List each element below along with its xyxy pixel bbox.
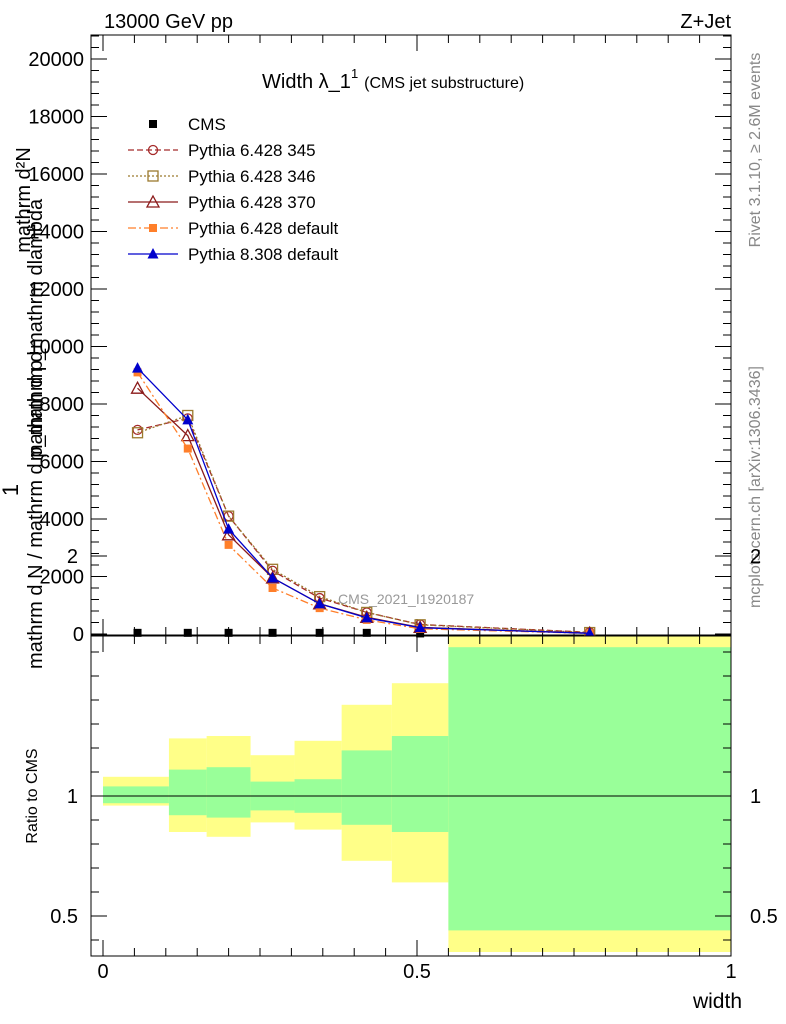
xtick-label: 1 xyxy=(725,961,736,983)
plot-title: Width λ_11 (CMS jet substructure) xyxy=(262,66,524,93)
main-ylabel: mathrm d²N mathrm d p_mathrm dlambda 1 m… xyxy=(0,147,47,669)
ratio-y-axis: 0.5 0.5 1 1 2 2 xyxy=(50,546,778,941)
main-series-group xyxy=(130,362,597,639)
legend-entry-label: Pythia 8.308 default xyxy=(188,245,339,264)
main-ytick-label: 10000 xyxy=(28,337,84,359)
header-process: Z+Jet xyxy=(680,11,731,33)
ratio-x-axis: 0 0.5 1 xyxy=(97,636,737,983)
main-ytick-label: 0 xyxy=(73,624,84,646)
data-point-pythia-8-308-default xyxy=(132,362,144,373)
ratio-bands xyxy=(103,636,731,952)
ratio-band-inner xyxy=(206,767,251,818)
data-point-pythia-6-428-370 xyxy=(221,527,236,541)
main-ytick-label: 6000 xyxy=(40,452,85,474)
data-point-pythia-8-308-default xyxy=(314,597,326,609)
title-superscript: 1 xyxy=(351,66,358,81)
main-ytick-label: 14000 xyxy=(28,222,84,244)
main-ytick-label: 18000 xyxy=(28,107,84,129)
ratio-ytick-label: 1 xyxy=(67,786,78,808)
legend-marker xyxy=(145,194,161,208)
ratio-band-inner xyxy=(391,736,449,832)
data-point-pythia-8-308-default xyxy=(182,413,194,425)
data-point-pythia-8-308-default xyxy=(584,627,596,638)
data-point-pythia-6-428-default xyxy=(183,444,192,453)
title-main: Width λ_1 xyxy=(262,71,351,93)
data-point-pythia-8-308-default xyxy=(223,523,235,534)
data-point-pythia-6-428-346 xyxy=(131,427,144,439)
ratio-ytick-label-right: 1 xyxy=(750,786,761,808)
ratio-band-inner xyxy=(168,769,207,816)
legend-marker xyxy=(147,170,159,182)
main-ytick-label: 2000 xyxy=(40,567,85,589)
x-axis-label: width xyxy=(692,990,742,1013)
ratio-ytick-label-right: 0.5 xyxy=(750,906,778,928)
data-point-pythia-8-308-default xyxy=(361,611,373,623)
data-point-pythia-6-428-370 xyxy=(180,428,195,442)
data-point-pythia-8-308-default xyxy=(414,621,426,633)
analysis-watermark: CMS_2021_I1920187 xyxy=(338,591,474,607)
main-panel-frame xyxy=(90,34,732,636)
ratio-band-inner xyxy=(103,786,169,804)
data-point-cms xyxy=(315,628,324,637)
data-point-pythia-6-428-370 xyxy=(265,570,280,584)
rivet-label: Rivet 3.1.10, ≥ 2.6M events xyxy=(747,53,764,248)
data-point-cms xyxy=(133,628,142,637)
header-energy: 13000 GeV pp xyxy=(104,11,233,33)
legend-marker xyxy=(147,144,159,156)
series-line-pythia-6-428-346 xyxy=(137,414,590,634)
ratio-ytick-label: 0.5 xyxy=(50,906,78,928)
main-ytick-label: 8000 xyxy=(40,394,85,416)
data-point-pythia-6-428-370 xyxy=(130,380,145,394)
ratio-ytick-label-right: 2 xyxy=(750,546,761,568)
series-line-pythia-6-428-345 xyxy=(137,417,590,633)
series-line-pythia-6-428-default xyxy=(136,372,590,635)
legend-entry-label: Pythia 6.428 default xyxy=(188,219,339,238)
legend-entry-label: Pythia 6.428 346 xyxy=(188,167,316,186)
data-point-cms xyxy=(268,628,277,637)
legend-entry-label: CMS xyxy=(188,115,226,134)
xtick-label: 0.5 xyxy=(403,961,431,983)
legend-entry-label: Pythia 6.428 370 xyxy=(188,193,316,212)
legend-marker xyxy=(149,224,157,232)
legend: CMS Pythia 6.428 345 Pythia 6.428 346 Pythi… xyxy=(128,115,339,264)
data-point-cms xyxy=(224,628,233,637)
data-point-pythia-8-308-default xyxy=(267,571,279,583)
ylabel-numerator: mathrm d²N xyxy=(13,147,35,253)
main-ytick-label: 12000 xyxy=(28,279,84,301)
data-point-pythia-6-428-default xyxy=(268,584,277,592)
ylabel-norm: mathrm d N / mathrm d p_mathrm d xyxy=(25,351,47,669)
legend-entry-label: Pythia 6.428 345 xyxy=(188,141,316,160)
ylabel-one: 1 xyxy=(0,484,23,496)
main-ytick-label: 4000 xyxy=(40,509,85,531)
xtick-label: 0 xyxy=(97,961,108,983)
main-x-ticks xyxy=(102,35,732,635)
main-ytick-label: 16000 xyxy=(28,164,84,186)
ratio-ytick-label: 2 xyxy=(67,546,78,568)
mcplots-label: mcplots.cern.ch [arXiv:1306.3436] xyxy=(747,366,764,608)
ratio-band-inner xyxy=(448,647,731,931)
ylabel-denominator: mathrm d p_mathrm dlambda xyxy=(25,198,47,461)
legend-marker xyxy=(147,248,159,259)
ratio-band-inner xyxy=(341,750,392,825)
data-point-pythia-6-428-default xyxy=(224,540,233,549)
data-point-cms xyxy=(183,628,192,637)
ratio-ylabel: Ratio to CMS xyxy=(24,748,41,843)
series-line-pythia-8-308-default xyxy=(137,367,590,634)
main-ytick-label: 20000 xyxy=(28,49,84,71)
data-point-cms xyxy=(416,629,425,638)
legend-marker xyxy=(149,120,157,128)
title-subtitle: (CMS jet substructure) xyxy=(364,75,524,92)
main-y-axis: 0 2000 4000 6000 8000 10000 12000 14000 16000 180… xyxy=(28,35,731,646)
data-point-cms xyxy=(362,628,371,637)
